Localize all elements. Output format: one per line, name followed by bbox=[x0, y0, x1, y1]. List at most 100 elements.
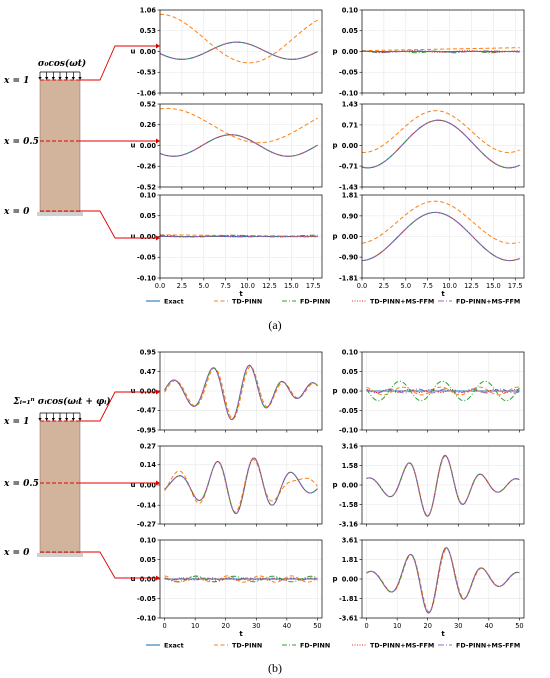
y-tick-label: 0.14 bbox=[140, 461, 157, 469]
load-arrow-head bbox=[58, 77, 62, 80]
x-tick-label: 30 bbox=[252, 622, 260, 630]
y-tick-label: -0.05 bbox=[339, 407, 358, 415]
y-tick-label: -1.43 bbox=[339, 183, 358, 191]
y-axis-label: p bbox=[332, 48, 337, 56]
y-axis-label: u bbox=[131, 481, 136, 489]
y-tick-label: 0.00 bbox=[342, 575, 359, 583]
load-arrow-head bbox=[65, 418, 69, 421]
x-tick-label: 10.0 bbox=[442, 282, 457, 290]
y-tick-label: -1.81 bbox=[339, 595, 358, 603]
y-tick-label: -0.10 bbox=[339, 426, 358, 434]
series-line-td-pinn bbox=[159, 107, 318, 144]
subplot-7: 0.10 0.05 0.00 -0.05 -0.10 p bbox=[332, 348, 525, 434]
load-arrow-head bbox=[78, 77, 82, 80]
y-tick-label: -0.52 bbox=[137, 183, 156, 191]
y-tick-label: 0.10 bbox=[342, 6, 359, 14]
y-tick-label: 0.00 bbox=[342, 142, 359, 150]
series-line-fd-pinn-ms-ffm bbox=[366, 454, 520, 517]
y-tick-label: -0.05 bbox=[339, 69, 358, 77]
y-axis-label: p bbox=[332, 142, 337, 150]
load-arrow-head bbox=[38, 77, 42, 80]
y-axis-label: u bbox=[131, 48, 136, 56]
x-tick-label: 7.5 bbox=[422, 282, 433, 290]
series-line-fd-pinn bbox=[361, 119, 520, 169]
connector-arrow bbox=[80, 551, 156, 579]
series-line-td-pinn bbox=[361, 47, 520, 52]
position-label: x = 0.5 bbox=[3, 479, 39, 489]
series-line-exact bbox=[159, 41, 318, 60]
position-label: x = 0.5 bbox=[3, 137, 39, 147]
series-line-td-pinn-ms-ffm bbox=[366, 547, 520, 614]
x-tick-label: 40 bbox=[283, 622, 291, 630]
y-axis-label: p bbox=[332, 387, 337, 395]
y-tick-label: -0.90 bbox=[339, 254, 358, 262]
connector-arrow-head bbox=[156, 138, 160, 144]
series-line-td-pinn bbox=[361, 110, 520, 153]
series-line-td-pinn-ms-ffm bbox=[366, 454, 520, 517]
soil-column bbox=[39, 79, 81, 213]
y-tick-label: -1.06 bbox=[137, 89, 156, 97]
legend-label: TD-PINN+MS-FFM bbox=[370, 297, 434, 305]
y-axis-label: u bbox=[131, 387, 136, 395]
series-line-fd-pinn-ms-ffm bbox=[164, 577, 318, 581]
position-label: x = 1 bbox=[3, 76, 29, 86]
panel-label-b: (b) bbox=[268, 661, 282, 675]
connector-arrow-head bbox=[156, 389, 160, 395]
y-tick-label: -0.53 bbox=[137, 69, 156, 77]
panel-label-a: (a) bbox=[268, 318, 282, 332]
y-tick-label: -1.58 bbox=[339, 501, 358, 509]
series-line-fd-pinn-ms-ffm bbox=[164, 364, 318, 421]
x-tick-label: 10 bbox=[393, 622, 401, 630]
series-line-fd-pinn bbox=[159, 41, 318, 60]
series-line-td-pinn bbox=[164, 365, 318, 420]
y-tick-label: 0.00 bbox=[342, 48, 359, 56]
y-tick-label: -0.71 bbox=[339, 163, 358, 171]
column-diagram-b: Σᵢ₌₁ⁿ σᵢcos(ωᵢt + φᵢ) x = 1 x = 0.5 x = 0 bbox=[3, 389, 160, 581]
y-tick-label: 0.05 bbox=[342, 368, 359, 376]
position-label: x = 1 bbox=[3, 417, 29, 427]
y-tick-label: 0.00 bbox=[342, 481, 359, 489]
subplot-8: 0.27 0.14 0.00 -0.14 -0.27 u bbox=[131, 442, 323, 528]
x-tick-label: 17.5 bbox=[508, 282, 523, 290]
series-line-td-pinn bbox=[366, 455, 520, 517]
series-line-td-pinn-ms-ffm bbox=[366, 388, 520, 394]
y-tick-label: 0.05 bbox=[140, 556, 157, 564]
x-tick-label: 20 bbox=[424, 622, 432, 630]
x-tick-label: 10 bbox=[191, 622, 199, 630]
subplot-11: 3.61 1.81 0.00 -1.81 -3.61 p 0 10 20 30 40 50 t bbox=[332, 536, 525, 638]
load-arrow-head bbox=[51, 418, 55, 421]
series-line-td-pinn bbox=[366, 548, 520, 613]
y-tick-label: 0.95 bbox=[140, 348, 157, 356]
base-support bbox=[37, 212, 83, 216]
series-line-td-pinn bbox=[366, 386, 520, 396]
position-label: x = 0 bbox=[3, 548, 30, 558]
legend-label: TD-PINN+MS-FFM bbox=[370, 641, 434, 649]
y-tick-label: -0.05 bbox=[137, 254, 156, 262]
y-tick-label: 0.00 bbox=[140, 233, 157, 241]
y-tick-label: 0.05 bbox=[140, 212, 157, 220]
y-tick-label: 0.10 bbox=[140, 191, 157, 199]
legend-label: FD-PINN+MS-FFM bbox=[456, 297, 520, 305]
x-tick-label: 12.5 bbox=[464, 282, 479, 290]
subplot-3: 1.43 0.71 0.00 -0.71 -1.43 p bbox=[332, 100, 525, 191]
y-tick-label: 3.16 bbox=[342, 442, 359, 450]
series-line-fd-pinn-ms-ffm bbox=[159, 235, 318, 238]
series-line-fd-pinn bbox=[361, 50, 520, 54]
y-tick-label: 0.90 bbox=[342, 212, 359, 220]
y-tick-label: 0.00 bbox=[140, 575, 157, 583]
y-tick-label: -0.14 bbox=[137, 502, 156, 510]
y-axis-label: p bbox=[332, 233, 337, 241]
y-tick-label: 1.06 bbox=[140, 6, 157, 14]
series-line-fd-pinn bbox=[366, 380, 520, 402]
x-tick-label: 15.0 bbox=[486, 282, 501, 290]
soil-column bbox=[39, 420, 81, 554]
y-tick-label: -3.61 bbox=[339, 614, 358, 622]
load-arrow-head bbox=[65, 77, 69, 80]
x-tick-label: 2.5 bbox=[177, 282, 188, 290]
subplot-5: 1.81 0.90 0.00 -0.90 -1.81 p 0.0 2.5 5.0 7.5 10.0 1… bbox=[332, 191, 525, 298]
series-line-td-pinn bbox=[159, 13, 318, 64]
series-line-fd-pinn-ms-ffm bbox=[159, 41, 318, 60]
y-tick-label: -0.10 bbox=[137, 614, 156, 622]
series-line-fd-pinn-ms-ffm bbox=[361, 211, 520, 262]
